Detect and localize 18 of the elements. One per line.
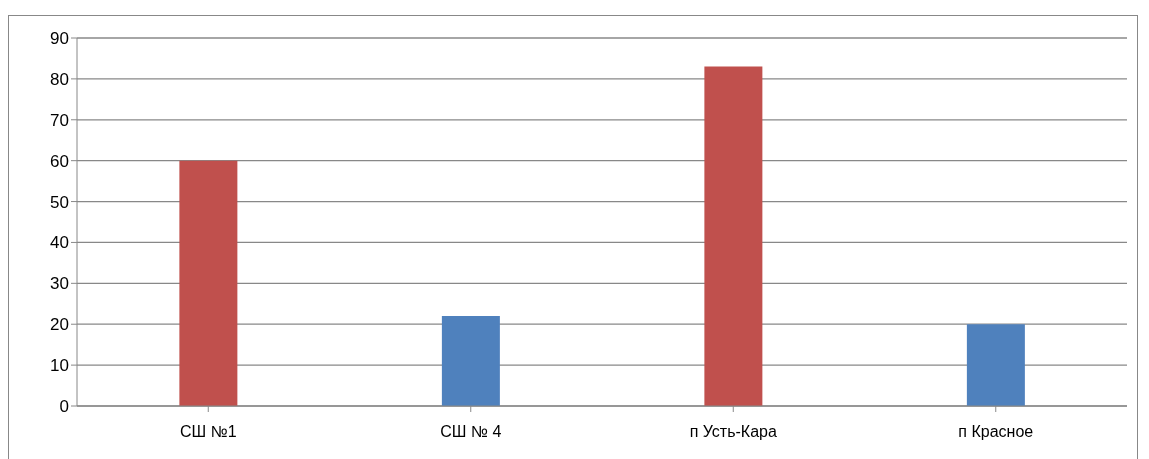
y-tick-label: 40 xyxy=(50,233,69,253)
y-tick-label: 70 xyxy=(50,110,69,130)
y-tick-label: 10 xyxy=(50,356,69,376)
y-tick-label: 80 xyxy=(50,69,69,89)
bar xyxy=(179,160,238,406)
y-tick-label: 0 xyxy=(59,397,69,417)
y-tick-label: 90 xyxy=(50,29,69,49)
y-tick-label: 30 xyxy=(50,274,69,294)
x-tick-label: СШ № 4 xyxy=(440,423,502,441)
x-tick-label: СШ №1 xyxy=(179,423,237,441)
bar xyxy=(966,324,1025,406)
bar xyxy=(704,66,763,406)
y-tick-label: 50 xyxy=(50,192,69,212)
x-tick-label: п Красное xyxy=(958,423,1034,441)
bar xyxy=(441,316,500,406)
y-tick-label: 20 xyxy=(50,315,69,335)
y-tick-label: 60 xyxy=(50,151,69,171)
x-tick-label: п Усть-Кара xyxy=(689,423,777,441)
